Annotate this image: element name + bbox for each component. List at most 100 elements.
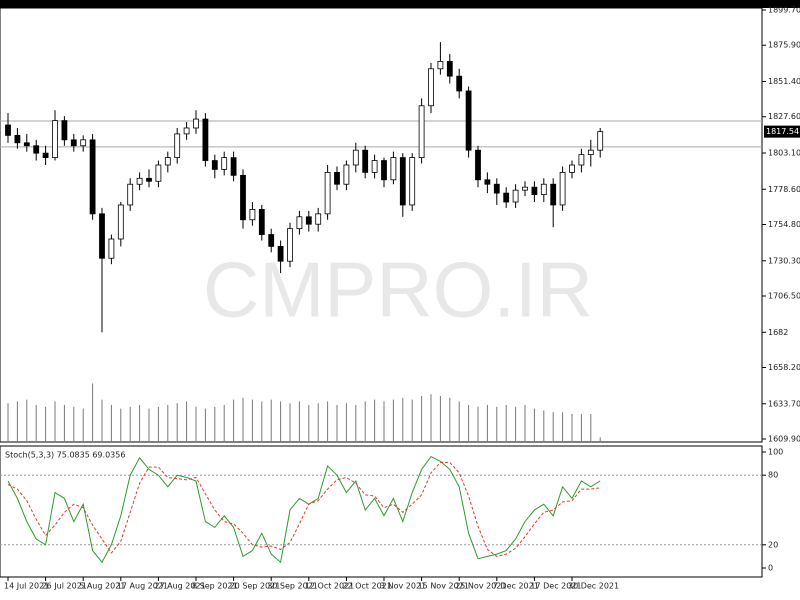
x-tick-label: 27 Aug 2021 <box>154 582 205 591</box>
candle-body <box>315 213 322 225</box>
y-tick-label: 1778.60 <box>768 185 800 194</box>
y-tick-label: 1899.70 <box>768 6 800 15</box>
candle-body <box>597 131 604 151</box>
candle-body <box>221 157 228 170</box>
candle-body <box>428 68 434 107</box>
candle-body <box>42 152 49 158</box>
candle-body <box>531 186 538 195</box>
y-tick-label: 1851.40 <box>768 77 800 86</box>
x-tick-label: 22 Oct 2021 <box>342 582 391 591</box>
y-tick-label: 1682 <box>768 328 788 337</box>
candle-body <box>484 179 491 185</box>
stoch-line <box>7 455 601 564</box>
candle-body <box>193 118 199 129</box>
candle-body <box>33 145 40 154</box>
x-tick-label: 7 Dec 2021 <box>493 582 539 591</box>
candle-body <box>183 127 190 135</box>
candle-body <box>277 246 284 262</box>
candle-body <box>503 192 510 203</box>
candle-body <box>174 133 181 158</box>
stoch-label: Stoch(5,3,3) 75.0835 69.0356 <box>5 451 125 460</box>
x-tick-label: 30 Dec 2021 <box>568 582 619 591</box>
top-bar <box>0 0 800 8</box>
x-tick-label: 3 Nov 2021 <box>380 582 426 591</box>
candle-body <box>117 204 124 240</box>
candle-body <box>89 139 96 215</box>
candle-body <box>202 118 209 161</box>
y-tick-label: 1730.30 <box>768 256 800 265</box>
watermark: CMPRO.IR <box>203 246 593 334</box>
candle-body <box>108 238 115 259</box>
candle-body <box>14 134 21 144</box>
candle-body <box>362 149 369 173</box>
stoch-tick-label: 0 <box>768 564 773 573</box>
last-price-box <box>764 125 800 138</box>
y-tick-label: 1754.80 <box>768 220 800 229</box>
candle-body <box>240 174 246 221</box>
candle-body <box>522 186 528 191</box>
candle-body <box>61 120 68 141</box>
candle-body <box>249 209 256 221</box>
price-panel <box>0 7 763 443</box>
candle-body <box>493 183 500 194</box>
candle-body <box>296 216 303 230</box>
candle-body <box>230 157 237 176</box>
x-tick-label: 30 Sep 2021 <box>267 582 318 591</box>
y-tick-label: 1827.60 <box>768 112 800 121</box>
candle-body <box>371 160 378 173</box>
candle-body <box>409 157 416 206</box>
x-tick-label: 17 Aug 2021 <box>117 582 168 591</box>
y-tick-label: 1803.10 <box>768 149 800 158</box>
candle-body <box>258 209 265 235</box>
candle-body <box>550 183 557 206</box>
candle-body <box>540 183 547 195</box>
x-tick-label: 17 Dec 2021 <box>530 582 581 591</box>
candle-body <box>211 160 218 170</box>
candle-body <box>578 154 585 166</box>
candle-body <box>456 75 463 92</box>
candle-body <box>324 171 331 215</box>
candle-body <box>287 228 293 262</box>
candle-body <box>446 60 453 77</box>
candle-body <box>5 124 11 136</box>
y-tick-label: 1706.50 <box>768 292 800 301</box>
candle-body <box>399 157 406 206</box>
candle-body <box>559 171 566 206</box>
candle-body <box>80 139 87 147</box>
stoch-line <box>7 461 601 557</box>
candle-body <box>587 149 594 156</box>
candle-body <box>569 164 575 173</box>
candle-body <box>70 139 77 147</box>
candle-body <box>437 60 444 70</box>
x-tick-label: 5 Aug 2021 <box>79 582 125 591</box>
candle-body <box>475 149 481 181</box>
last-price-label: 1817.54 <box>766 127 799 136</box>
x-tick-label: 12 Oct 2021 <box>305 582 354 591</box>
candle-body <box>52 120 58 158</box>
candle-body <box>268 234 275 247</box>
candle-body <box>146 177 152 182</box>
candle-body <box>23 142 30 147</box>
x-tick-label: 15 Nov 2021 <box>418 582 469 591</box>
candle-body <box>136 177 143 185</box>
candle-body <box>343 164 350 185</box>
stoch-tick-label: 100 <box>768 448 783 457</box>
stoch-tick-label: 80 <box>768 471 778 480</box>
y-tick-label: 1633.70 <box>768 399 800 408</box>
candle-body <box>465 90 472 151</box>
y-tick-label: 1609.90 <box>768 435 800 444</box>
x-tick-label: 14 Jul 2021 <box>4 582 49 591</box>
stoch-panel <box>0 445 763 578</box>
y-tick-label: 1658.20 <box>768 363 800 372</box>
candle-body <box>305 216 312 225</box>
candle-body <box>390 157 397 181</box>
candle-body <box>334 171 340 185</box>
y-tick-label: 1875.90 <box>768 41 800 50</box>
candle-body <box>381 160 387 181</box>
stoch-tick-label: 20 <box>768 540 778 549</box>
x-tick-label: 25 Nov 2021 <box>455 582 506 591</box>
x-tick-label: 8 Sep 2021 <box>192 582 238 591</box>
candle-body <box>352 149 359 166</box>
x-tick-label: 20 Sep 2021 <box>230 582 281 591</box>
